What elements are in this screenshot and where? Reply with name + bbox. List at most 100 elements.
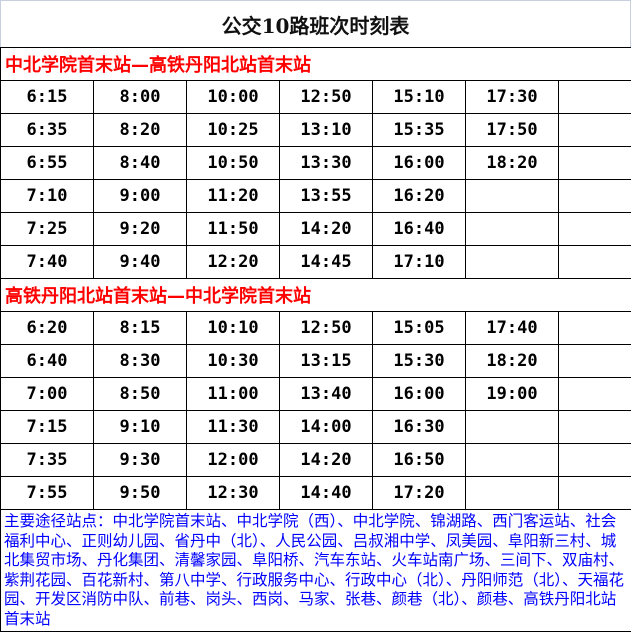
departure-time: 9:10 xyxy=(93,410,187,444)
departure-time xyxy=(557,113,631,147)
table-row: 6:20 8:15 10:10 12:50 15:05 17:40 xyxy=(0,311,631,345)
table-row: 6:15 8:00 10:00 12:50 15:10 17:30 xyxy=(0,80,631,114)
departure-time: 15:05 xyxy=(372,311,466,345)
departure-time xyxy=(557,212,631,246)
departure-time: 9:20 xyxy=(93,212,187,246)
departure-time xyxy=(465,212,559,246)
departure-time: 14:20 xyxy=(279,212,373,246)
departure-time: 13:40 xyxy=(279,377,373,411)
departure-time: 17:40 xyxy=(465,311,559,345)
departure-time: 16:30 xyxy=(372,410,466,444)
departure-time: 19:00 xyxy=(465,377,559,411)
schedule-table: 中北学院首末站—高铁丹阳北站首末站 6:15 8:00 10:00 12:50 15:10… xyxy=(0,47,631,632)
departure-time: 9:50 xyxy=(93,476,187,510)
table-row: 7:40 9:40 12:20 14:45 17:10 xyxy=(0,245,631,279)
departure-time: 16:20 xyxy=(372,179,466,213)
departure-time: 9:30 xyxy=(93,443,187,477)
departure-time: 13:15 xyxy=(279,344,373,378)
departure-time xyxy=(557,377,631,411)
departure-time: 8:20 xyxy=(93,113,187,147)
departure-time: 6:40 xyxy=(0,344,94,378)
departure-time: 10:25 xyxy=(186,113,280,147)
table-row: 6:40 8:30 10:30 13:15 15:30 18:20 xyxy=(0,344,631,378)
departure-time: 15:30 xyxy=(372,344,466,378)
table-row: 7:25 9:20 11:50 14:20 16:40 xyxy=(0,212,631,246)
departure-time: 15:35 xyxy=(372,113,466,147)
departure-time: 7:00 xyxy=(0,377,94,411)
departure-time xyxy=(557,476,631,510)
departure-time: 12:00 xyxy=(186,443,280,477)
departure-time: 17:10 xyxy=(372,245,466,279)
departure-time: 10:00 xyxy=(186,80,280,114)
departure-time: 16:40 xyxy=(372,212,466,246)
departure-time: 6:15 xyxy=(0,80,94,114)
departure-time: 10:30 xyxy=(186,344,280,378)
departure-time: 14:00 xyxy=(279,410,373,444)
departure-time: 6:55 xyxy=(0,146,94,180)
table-row: 6:55 8:40 10:50 13:30 16:00 18:20 xyxy=(0,146,631,180)
departure-time xyxy=(465,245,559,279)
departure-time xyxy=(557,245,631,279)
departure-time: 14:20 xyxy=(279,443,373,477)
page-title: 公交10路班次时刻表 xyxy=(0,1,631,47)
departure-time: 8:50 xyxy=(93,377,187,411)
direction-header: 中北学院首末站—高铁丹阳北站首末站 xyxy=(0,47,631,81)
departure-time: 8:00 xyxy=(93,80,187,114)
departure-time: 11:30 xyxy=(186,410,280,444)
departure-time: 7:55 xyxy=(0,476,94,510)
departure-time: 7:40 xyxy=(0,245,94,279)
departure-time: 13:10 xyxy=(279,113,373,147)
departure-time: 17:20 xyxy=(372,476,466,510)
departure-time xyxy=(465,476,559,510)
table-row: 7:00 8:50 11:00 13:40 16:00 19:00 xyxy=(0,377,631,411)
departure-time xyxy=(465,410,559,444)
departure-time: 13:55 xyxy=(279,179,373,213)
departure-time xyxy=(557,443,631,477)
departure-time: 17:30 xyxy=(465,80,559,114)
direction-header: 高铁丹阳北站首末站—中北学院首末站 xyxy=(0,278,631,312)
table-row: 7:10 9:00 11:20 13:55 16:20 xyxy=(0,179,631,213)
departure-time: 10:10 xyxy=(186,311,280,345)
departure-time: 18:20 xyxy=(465,146,559,180)
departure-time: 12:20 xyxy=(186,245,280,279)
departure-time: 11:00 xyxy=(186,377,280,411)
departure-time xyxy=(557,80,631,114)
departure-time: 14:45 xyxy=(279,245,373,279)
departure-time xyxy=(557,344,631,378)
departure-time: 8:30 xyxy=(93,344,187,378)
departure-time xyxy=(465,179,559,213)
table-row: 7:55 9:50 12:30 14:40 17:20 xyxy=(0,476,631,510)
departure-time: 9:40 xyxy=(93,245,187,279)
departure-time: 12:50 xyxy=(279,311,373,345)
departure-time xyxy=(465,443,559,477)
departure-time: 9:00 xyxy=(93,179,187,213)
departure-time: 8:40 xyxy=(93,146,187,180)
departure-time: 12:50 xyxy=(279,80,373,114)
departure-time xyxy=(557,179,631,213)
departure-time: 7:10 xyxy=(0,179,94,213)
table-row: 7:35 9:30 12:00 14:20 16:50 xyxy=(0,443,631,477)
departure-time: 6:35 xyxy=(0,113,94,147)
departure-time: 10:50 xyxy=(186,146,280,180)
departure-time: 17:50 xyxy=(465,113,559,147)
departure-time: 16:00 xyxy=(372,146,466,180)
departure-time: 14:40 xyxy=(279,476,373,510)
departure-time: 8:15 xyxy=(93,311,187,345)
table-row: 6:35 8:20 10:25 13:10 15:35 17:50 xyxy=(0,113,631,147)
departure-time: 12:30 xyxy=(186,476,280,510)
stops-list: 主要途径站点：中北学院首末站、中北学院（西）、中北学院、锦湖路、西门客运站、社会… xyxy=(0,509,631,632)
departure-time: 7:35 xyxy=(0,443,94,477)
departure-time: 16:50 xyxy=(372,443,466,477)
departure-time: 6:20 xyxy=(0,311,94,345)
departure-time xyxy=(557,410,631,444)
departure-time xyxy=(557,146,631,180)
departure-time xyxy=(557,311,631,345)
departure-time: 16:00 xyxy=(372,377,466,411)
departure-time: 7:25 xyxy=(0,212,94,246)
departure-time: 11:50 xyxy=(186,212,280,246)
table-row: 7:15 9:10 11:30 14:00 16:30 xyxy=(0,410,631,444)
departure-time: 18:20 xyxy=(465,344,559,378)
departure-time: 7:15 xyxy=(0,410,94,444)
departure-time: 15:10 xyxy=(372,80,466,114)
